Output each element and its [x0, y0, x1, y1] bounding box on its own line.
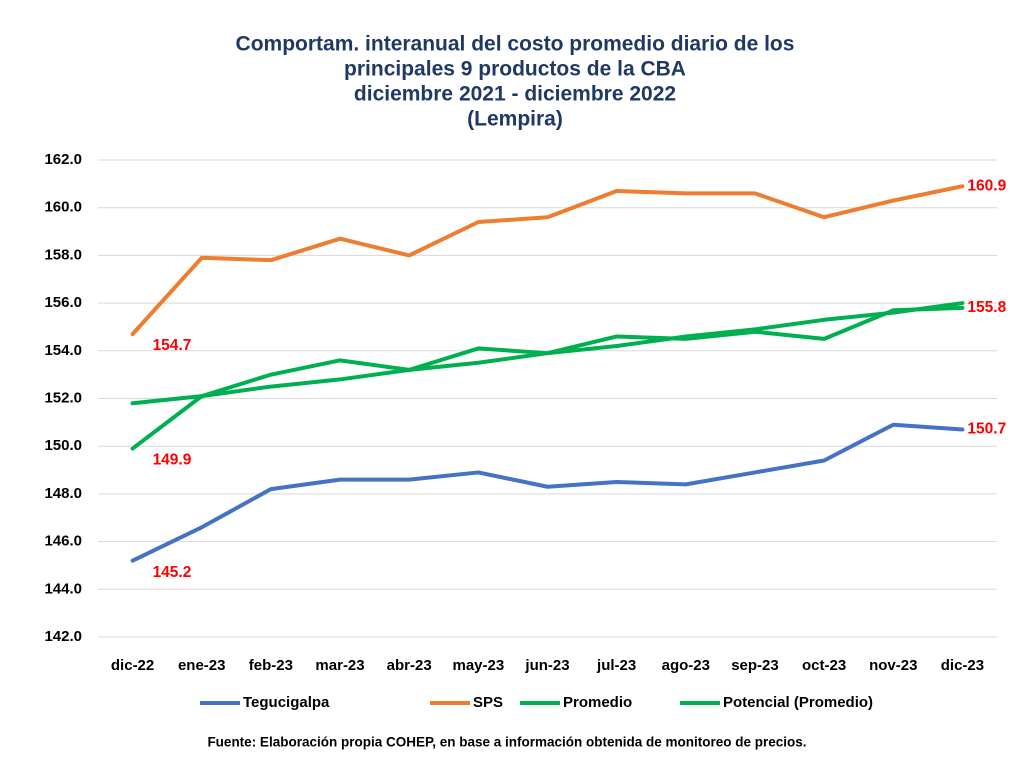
y-tick-label: 142.0	[44, 628, 82, 645]
x-tick-label: ene-23	[178, 657, 226, 674]
chart-title: diciembre 2021 - diciembre 2022	[354, 83, 676, 106]
legend-label: SPS	[473, 694, 503, 711]
series-line	[130, 301, 965, 406]
legend-label: Tegucigalpa	[243, 694, 330, 711]
x-tick-label: sep-23	[731, 657, 779, 674]
data-label: 150.7	[967, 421, 1006, 438]
y-tick-label: 144.0	[44, 580, 82, 597]
y-tick-label: 162.0	[44, 151, 82, 168]
chart-title: principales 9 productos de la CBA	[344, 58, 686, 81]
chart-title: (Lempira)	[467, 108, 563, 131]
y-tick-label: 156.0	[44, 294, 82, 311]
data-label: 145.2	[153, 564, 192, 581]
legend-label: Promedio	[563, 694, 632, 711]
series-line	[130, 184, 965, 337]
y-tick-label: 152.0	[44, 389, 82, 406]
x-tick-label: feb-23	[249, 657, 293, 674]
x-tick-label: nov-23	[869, 657, 917, 674]
x-tick-label: dic-23	[941, 657, 984, 674]
y-tick-label: 158.0	[44, 246, 82, 263]
chart-title: Comportam. interanual del costo promedio…	[236, 33, 795, 56]
y-tick-label: 160.0	[44, 199, 82, 216]
x-tick-label: abr-23	[387, 657, 432, 674]
data-label: 149.9	[153, 452, 192, 469]
x-tick-label: ago-23	[662, 657, 710, 674]
y-tick-label: 150.0	[44, 437, 82, 454]
x-tick-label: jul-23	[596, 657, 636, 674]
y-tick-label: 154.0	[44, 342, 82, 359]
x-tick-label: jun-23	[524, 657, 569, 674]
series-line	[130, 422, 965, 563]
x-tick-label: oct-23	[802, 657, 846, 674]
source-note: Fuente: Elaboración propia COHEP, en bas…	[207, 735, 806, 750]
y-tick-label: 146.0	[44, 533, 82, 550]
data-label: 155.8	[967, 299, 1006, 316]
data-label: 160.9	[967, 177, 1006, 194]
y-tick-label: 148.0	[44, 485, 82, 502]
x-tick-label: may-23	[452, 657, 504, 674]
x-tick-label: dic-22	[111, 657, 154, 674]
legend-label: Potencial (Promedio)	[723, 694, 873, 711]
data-label: 154.7	[153, 337, 192, 354]
x-tick-label: mar-23	[315, 657, 364, 674]
